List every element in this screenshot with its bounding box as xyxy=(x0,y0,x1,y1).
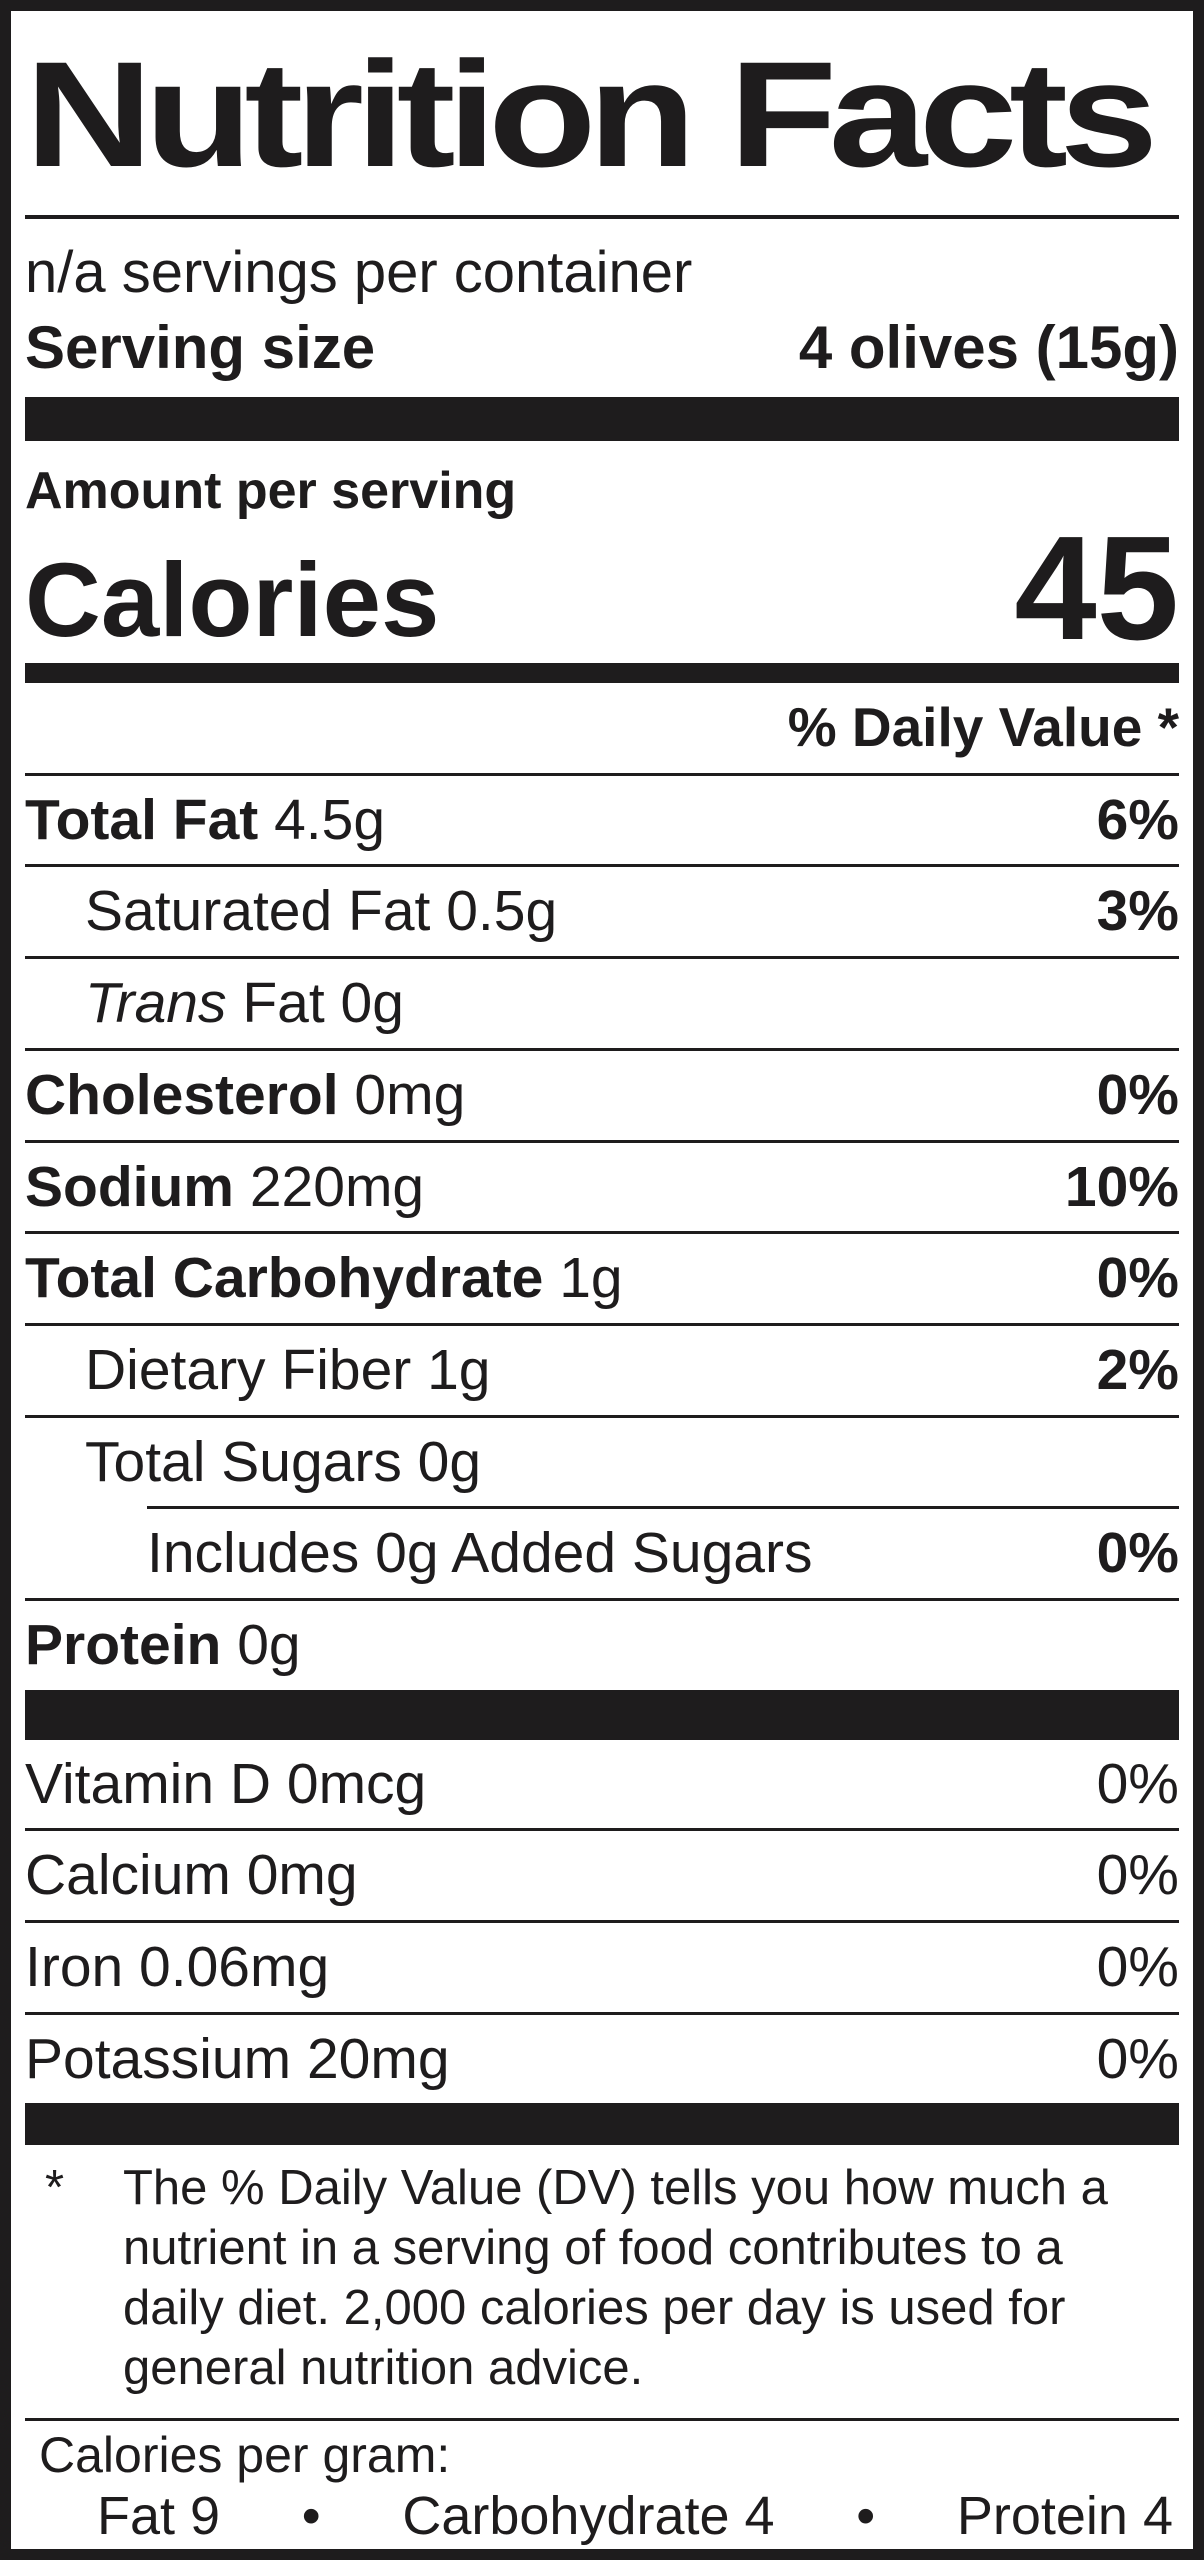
daily-value-percent: 2% xyxy=(1096,1337,1179,1402)
label-title: Nutrition Facts xyxy=(25,30,1158,198)
divider xyxy=(25,2418,1179,2422)
divider xyxy=(25,864,1179,868)
vitamin-row-calcium: Calcium 0mg 0% xyxy=(25,1831,1179,1920)
calories-per-gram-label: Calories per gram: xyxy=(39,2427,451,2484)
calories-label: Calories xyxy=(25,542,440,660)
nutrient-row-saturated-fat: Saturated Fat 0.5g 3% xyxy=(25,867,1179,956)
daily-value-percent: 6% xyxy=(1096,787,1179,852)
nutrient-row-protein: Protein 0g xyxy=(25,1601,1179,1690)
daily-value-percent: 0% xyxy=(1096,1751,1179,1816)
daily-value-percent: 0% xyxy=(1096,1062,1179,1127)
nutrient-amount: 220mg xyxy=(249,1154,425,1219)
divider-indented xyxy=(147,1506,1179,1510)
nutrient-name: Sodium xyxy=(25,1154,234,1219)
vitamin-name: Potassium 20mg xyxy=(25,2026,450,2091)
nutrient-name: Saturated Fat 0.5g xyxy=(85,879,558,944)
divider xyxy=(25,1322,1179,1326)
nutrient-name: Includes 0g Added Sugars xyxy=(147,1521,813,1586)
nutrient-name: Total Carbohydrate xyxy=(25,1246,544,1311)
nutrient-amount: 0g xyxy=(237,1612,301,1677)
nutrient-amount: 0mg xyxy=(354,1062,466,1127)
section-bar-thick xyxy=(25,396,1179,441)
daily-value-percent: 0% xyxy=(1096,1521,1179,1586)
divider xyxy=(25,772,1179,776)
nutrient-row-total-sugars: Total Sugars 0g xyxy=(25,1418,1179,1507)
bullet-separator: • xyxy=(856,2486,876,2547)
nutrient-row-dietary-fiber: Dietary Fiber 1g 2% xyxy=(25,1326,1179,1415)
divider xyxy=(25,956,1179,960)
nutrient-amount: Fat 0g xyxy=(242,971,404,1036)
vitamin-name: Vitamin D 0mcg xyxy=(25,1751,427,1816)
nutrient-row-cholesterol: Cholesterol 0mg 0% xyxy=(25,1051,1179,1140)
cpg-carbohydrate: Carbohydrate 4 xyxy=(402,2486,775,2547)
vitamin-row-vitamin-d: Vitamin D 0mcg 0% xyxy=(25,1740,1179,1829)
daily-value-footnote: * The % Daily Value (DV) tells you how m… xyxy=(25,2159,1179,2398)
vitamin-row-iron: Iron 0.06mg 0% xyxy=(25,1923,1179,2012)
nutrient-amount: 1g xyxy=(559,1246,623,1311)
daily-value-percent: 10% xyxy=(1064,1154,1179,1219)
section-bar-thick xyxy=(25,1689,1179,1740)
vitamin-name: Iron 0.06mg xyxy=(25,1935,330,2000)
cpg-fat: Fat 9 xyxy=(97,2486,221,2547)
daily-value-percent: 3% xyxy=(1096,879,1179,944)
divider xyxy=(25,1231,1179,1235)
serving-size-value: 4 olives (15g) xyxy=(798,313,1179,381)
bullet-separator: • xyxy=(301,2486,321,2547)
amount-per-serving-label: Amount per serving xyxy=(25,461,517,520)
calories-value: 45 xyxy=(1014,506,1179,672)
nutrient-row-trans-fat: Trans Fat 0g xyxy=(25,959,1179,1048)
divider xyxy=(25,1139,1179,1143)
nutrient-row-total-fat: Total Fat 4.5g 6% xyxy=(25,776,1179,865)
daily-value-percent: 0% xyxy=(1096,1843,1179,1908)
divider xyxy=(25,1597,1179,1601)
daily-value-percent: 0% xyxy=(1096,1246,1179,1311)
nutrient-name: Protein xyxy=(25,1612,222,1677)
calories-per-gram-values: Fat 9 • Carbohydrate 4 • Protein 4 xyxy=(25,2482,1179,2545)
daily-value-header: % Daily Value * xyxy=(787,695,1179,758)
calories-row: Calories 45 xyxy=(25,506,1179,672)
nutrient-row-total-carbohydrate: Total Carbohydrate 1g 0% xyxy=(25,1234,1179,1323)
serving-size-row: Serving size 4 olives (15g) xyxy=(25,313,1179,381)
footnote-text: The % Daily Value (DV) tells you how muc… xyxy=(123,2161,1108,2395)
divider xyxy=(25,1414,1179,1418)
vitamin-row-potassium: Potassium 20mg 0% xyxy=(25,2015,1179,2104)
nutrient-name: Dietary Fiber 1g xyxy=(85,1337,491,1402)
divider xyxy=(25,2011,1179,2015)
daily-value-percent: 0% xyxy=(1096,2026,1179,2091)
nutrient-row-sodium: Sodium 220mg 10% xyxy=(25,1143,1179,1232)
serving-size-label: Serving size xyxy=(25,313,376,381)
section-bar-medium xyxy=(25,662,1179,683)
section-bar-thick xyxy=(25,2103,1179,2146)
nutrient-name-italic: Trans xyxy=(85,971,227,1036)
divider xyxy=(25,1047,1179,1051)
servings-per-container: n/a servings per container xyxy=(25,240,693,305)
nutrient-name: Total Fat xyxy=(25,787,259,852)
nutrient-name: Cholesterol xyxy=(25,1062,339,1127)
divider xyxy=(25,215,1179,219)
nutrient-amount: 4.5g xyxy=(274,787,386,852)
vitamin-name: Calcium 0mg xyxy=(25,1843,358,1908)
nutrient-row-added-sugars: Includes 0g Added Sugars 0% xyxy=(25,1509,1179,1598)
daily-value-percent: 0% xyxy=(1096,1935,1179,2000)
cpg-protein: Protein 4 xyxy=(956,2486,1173,2547)
divider xyxy=(25,1920,1179,1924)
nutrient-name: Total Sugars 0g xyxy=(85,1429,482,1494)
divider xyxy=(25,1828,1179,1832)
footnote-asterisk: * xyxy=(45,2161,65,2216)
